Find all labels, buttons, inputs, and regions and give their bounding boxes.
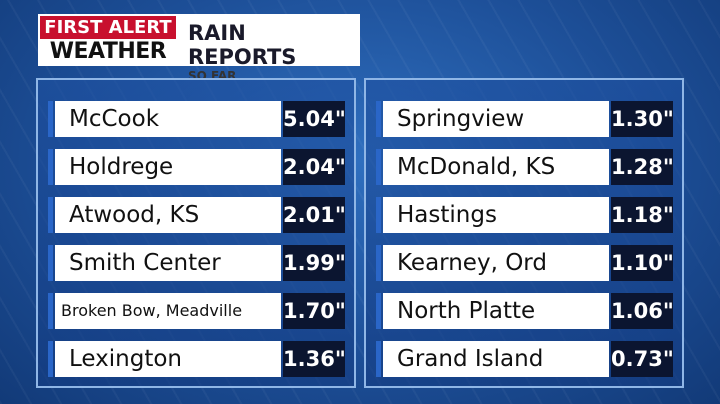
- amount: 2.04": [283, 149, 346, 185]
- location: Broken Bow, Meadville: [55, 293, 281, 329]
- title: RAIN REPORTS: [188, 21, 297, 69]
- accent-bar: [48, 341, 53, 377]
- title-box: RAIN REPORTS SO FAR: [178, 14, 360, 83]
- row: Broken Bow, Meadville 1.70": [48, 293, 346, 329]
- amount: 1.06": [611, 293, 674, 329]
- amount: 1.10": [611, 245, 674, 281]
- row: Atwood, KS 2.01": [48, 197, 346, 233]
- location: Atwood, KS: [55, 197, 281, 233]
- amount: 1.70": [283, 293, 346, 329]
- logo-bottom: WEATHER: [49, 39, 167, 64]
- row: Grand Island 0.73": [376, 341, 674, 377]
- accent-bar: [376, 149, 381, 185]
- location: Hastings: [383, 197, 609, 233]
- location: North Platte: [383, 293, 609, 329]
- row: McDonald, KS 1.28": [376, 149, 674, 185]
- row: Holdrege 2.04": [48, 149, 346, 185]
- amount: 1.99": [283, 245, 346, 281]
- amount: 1.36": [283, 341, 346, 377]
- accent-bar: [48, 101, 53, 137]
- location: McDonald, KS: [383, 149, 609, 185]
- amount: 5.04": [283, 101, 346, 137]
- panel: Springview 1.30" McDonald, KS 1.28" Hastings…: [364, 78, 684, 388]
- accent-bar: [48, 293, 53, 329]
- amount: 2.01": [283, 197, 346, 233]
- accent-bar: [376, 245, 381, 281]
- row: Hastings 1.18": [376, 197, 674, 233]
- panel: McCook 5.04" Holdrege 2.04" Atwood, KS 2.01" S…: [36, 78, 356, 388]
- row: North Platte 1.06": [376, 293, 674, 329]
- amount: 1.28": [611, 149, 674, 185]
- location: Lexington: [55, 341, 281, 377]
- location: Holdrege: [55, 149, 281, 185]
- logo-top: FIRST ALERT: [40, 16, 176, 39]
- row: Springview 1.30": [376, 101, 674, 137]
- location: Springview: [383, 101, 609, 137]
- accent-bar: [48, 245, 53, 281]
- row: Lexington 1.36": [48, 341, 346, 377]
- row: McCook 5.04": [48, 101, 346, 137]
- location: McCook: [55, 101, 281, 137]
- accent-bar: [376, 293, 381, 329]
- accent-bar: [376, 341, 381, 377]
- accent-bar: [376, 197, 381, 233]
- row: Kearney, Ord 1.10": [376, 245, 674, 281]
- amount: 1.18": [611, 197, 674, 233]
- accent-bar: [376, 101, 381, 137]
- logo: FIRST ALERT WEATHER: [38, 14, 178, 66]
- amount: 1.30": [611, 101, 674, 137]
- row: Smith Center 1.99": [48, 245, 346, 281]
- accent-bar: [48, 197, 53, 233]
- amount: 0.73": [611, 341, 674, 377]
- location: Kearney, Ord: [383, 245, 609, 281]
- location: Smith Center: [55, 245, 281, 281]
- accent-bar: [48, 149, 53, 185]
- location: Grand Island: [383, 341, 609, 377]
